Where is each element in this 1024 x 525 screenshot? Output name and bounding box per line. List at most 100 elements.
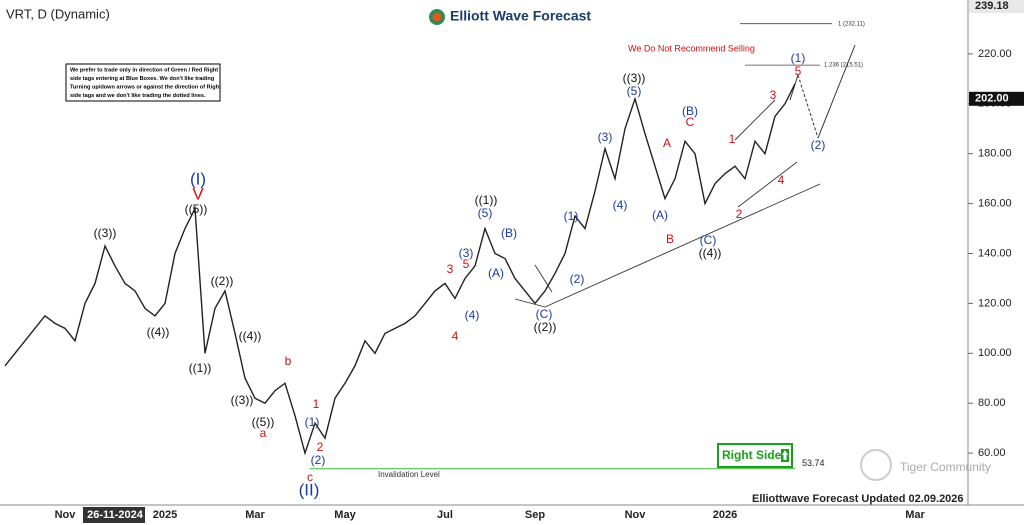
trendline xyxy=(734,99,776,141)
logo xyxy=(432,12,442,22)
trendline xyxy=(737,161,798,208)
x-tick-label: Mar xyxy=(245,509,265,521)
wave-label: (3) xyxy=(459,246,474,260)
notice-text: Turning up/down arrows or against the di… xyxy=(70,84,221,90)
wave-label: b xyxy=(285,354,292,368)
community-logo xyxy=(860,449,892,481)
projection xyxy=(797,74,819,139)
y-tick-label: 80.00 xyxy=(978,397,1006,409)
fib-label: 1.236 (215.51) xyxy=(824,63,863,69)
wave-label: ((2)) xyxy=(534,320,557,334)
wave-label: (A) xyxy=(488,266,504,280)
wave-label: 4 xyxy=(778,173,785,187)
x-tick-label: Mar xyxy=(905,509,925,521)
wave-label: (2) xyxy=(570,272,585,286)
right-side-box xyxy=(717,443,793,468)
warning: We Do Not Recommend Selling xyxy=(628,43,755,53)
fib-label: 1 (232.11) xyxy=(838,21,865,27)
wave-label: (1) xyxy=(791,51,806,65)
wave-label: B xyxy=(666,232,674,246)
y-tick-label: 60.00 xyxy=(978,447,1006,459)
x-tick-label: 2025 xyxy=(153,509,177,521)
wave-label: ((5)) xyxy=(252,415,275,429)
wave-label: (C) xyxy=(536,307,553,321)
x-tick-label: 2026 xyxy=(713,509,737,521)
wave-label: (A) xyxy=(652,208,668,222)
y-tick-label: 120.00 xyxy=(978,297,1012,309)
wave-label: (5) xyxy=(627,84,642,98)
wave-label: 4 xyxy=(452,329,459,343)
y-tick-label: 220.00 xyxy=(978,48,1012,60)
invalidation-label: 53.74 xyxy=(802,458,825,468)
brand: Elliott Wave Forecast xyxy=(450,8,591,24)
y-tick-label: 100.00 xyxy=(978,347,1012,359)
wave-label: ((3)) xyxy=(623,71,646,85)
wave-label: (4) xyxy=(465,308,480,322)
wave-label: (5) xyxy=(478,206,493,220)
wave-label: 3 xyxy=(447,262,454,276)
x-label-highlight xyxy=(83,507,145,523)
wave-label: (B) xyxy=(682,104,698,118)
wave-label: (II) xyxy=(299,480,320,499)
projection xyxy=(817,44,856,139)
community: Tiger Community xyxy=(900,460,991,474)
wave-label: 5 xyxy=(463,257,470,271)
wave-label: 3 xyxy=(770,88,777,102)
invalidation-text: Invalidation Level xyxy=(378,470,440,479)
y-tick-label: 180.00 xyxy=(978,148,1012,160)
price-tag-label: 202.00 xyxy=(975,93,1009,105)
wave-label: ((3)) xyxy=(94,226,117,240)
wave-label: c xyxy=(307,470,313,484)
wave-label: ((4)) xyxy=(147,325,170,339)
wave-label: (2) xyxy=(311,453,326,467)
wave-label: ((1)) xyxy=(475,193,498,207)
x-tick-label: Sep xyxy=(525,509,545,521)
trendline xyxy=(544,183,821,308)
y-tick-label: 140.00 xyxy=(978,247,1012,259)
price-tag xyxy=(969,91,1024,106)
wave-label: (4) xyxy=(613,198,628,212)
price-tag-label: 239.18 xyxy=(975,0,1009,12)
trendline xyxy=(514,298,546,308)
wave-label: (C) xyxy=(700,233,717,247)
projection xyxy=(789,74,799,101)
notice-box xyxy=(65,63,221,102)
wave-label: 2 xyxy=(736,207,743,221)
y-tick-label: 160.00 xyxy=(978,198,1012,210)
wave-label: (3) xyxy=(598,130,613,144)
wave-label: ((4)) xyxy=(699,246,722,260)
wave-label: A xyxy=(663,136,671,150)
wave-label: 1 xyxy=(729,132,736,146)
wave-label: (1) xyxy=(564,209,579,223)
x-tick-label: 26-11-2024 xyxy=(87,509,144,521)
wave-label: ((4)) xyxy=(239,329,262,343)
price-tag xyxy=(969,0,1024,14)
wave-label: ((2)) xyxy=(211,274,234,288)
wave-label: 5 xyxy=(795,64,802,78)
wave-label: (B) xyxy=(501,226,517,240)
notice-text: side tags and we don't like trading the … xyxy=(70,93,206,99)
wave-label: a xyxy=(260,426,267,440)
x-tick-label: May xyxy=(334,509,356,521)
wave-label: 1 xyxy=(313,397,320,411)
chart-title: VRT, D (Dynamic) xyxy=(6,6,110,21)
wave-label: V xyxy=(192,184,204,203)
trendline xyxy=(534,264,553,293)
wave-label: C xyxy=(686,115,695,129)
wave-label: ((3)) xyxy=(231,393,254,407)
price-line xyxy=(4,83,796,456)
notice-text: side tags entering at Blue Boxes. We don… xyxy=(70,76,215,82)
footer: Elliottwave Forecast Updated 02.09.2026 xyxy=(752,493,964,505)
right-side: Right Side xyxy=(722,448,782,462)
wave-label: 2 xyxy=(317,440,324,454)
wave-label: (1) xyxy=(305,415,320,429)
wave-label: ((5)) xyxy=(185,202,208,216)
x-tick-label: Jul xyxy=(437,509,453,521)
notice-text: We prefer to trade only in direction of … xyxy=(70,67,218,73)
wave-label: (I) xyxy=(190,169,206,188)
x-tick-label: Nov xyxy=(625,509,647,521)
wave-label: (2) xyxy=(811,138,826,152)
x-tick-label: Nov xyxy=(55,509,77,521)
